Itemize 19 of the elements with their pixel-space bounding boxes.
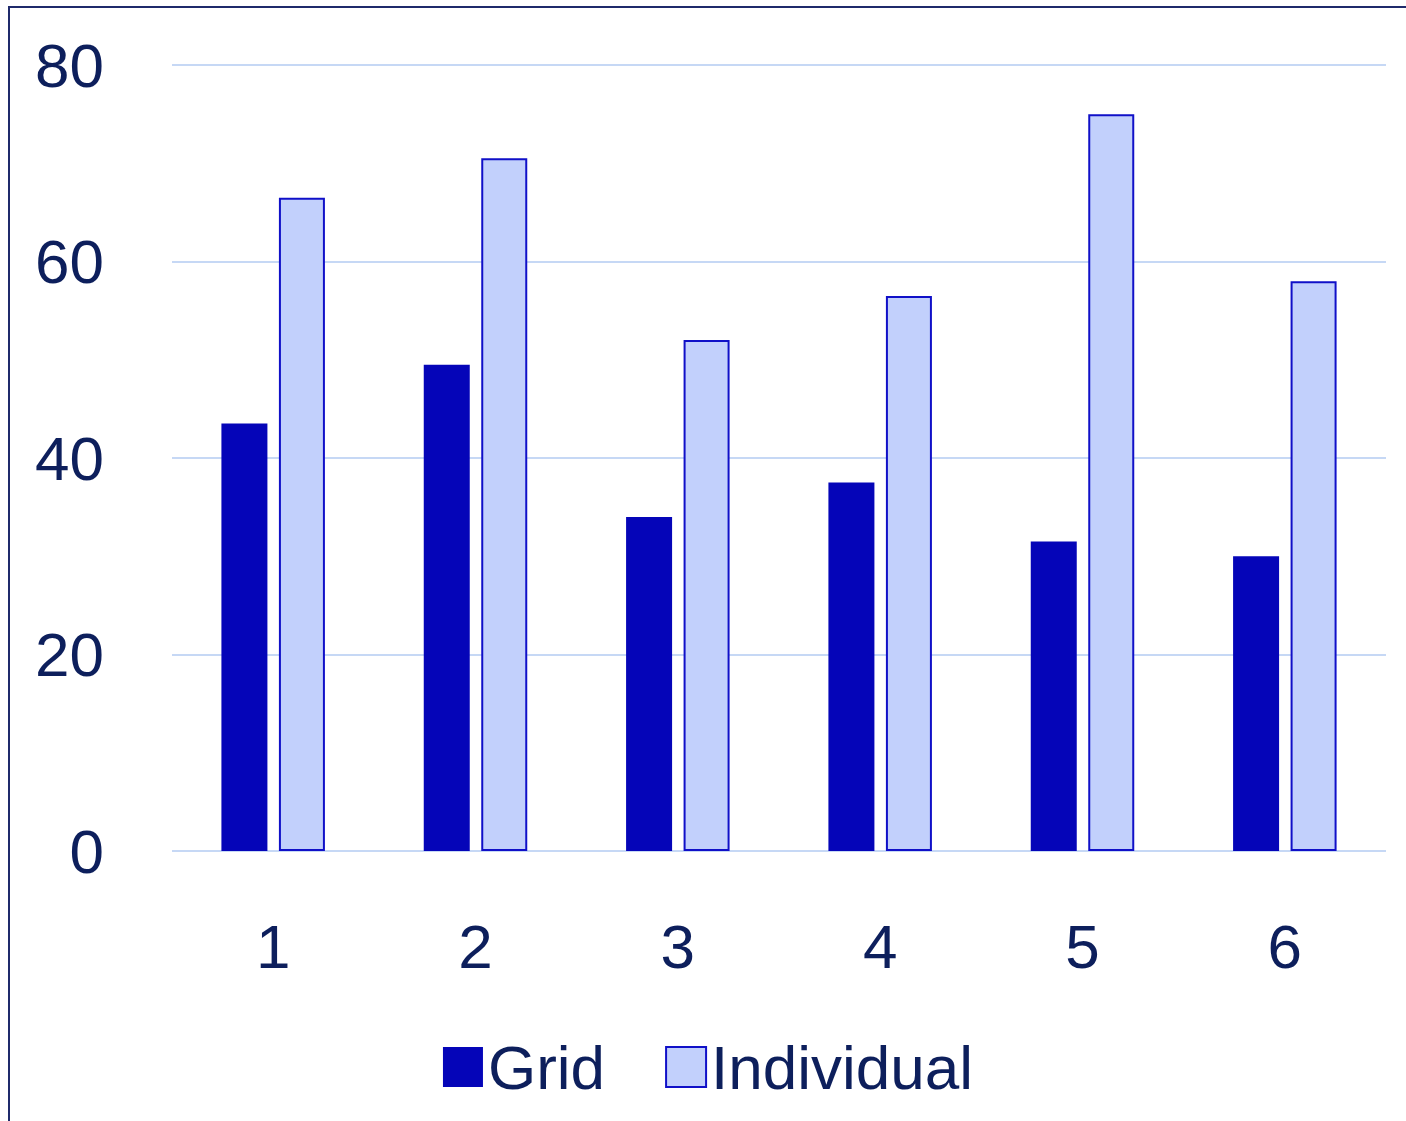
bar — [1030, 541, 1077, 851]
y-tick-label: 20 — [35, 620, 104, 689]
y-tick-label: 0 — [69, 816, 104, 886]
bar — [1233, 556, 1280, 851]
y-tick-label: 40 — [35, 423, 104, 493]
bar — [423, 364, 470, 851]
x-tick-label: 1 — [255, 911, 291, 981]
x-tick-label: 6 — [1267, 911, 1303, 981]
y-tick-label: 60 — [35, 227, 104, 296]
x-tick-label: 4 — [862, 911, 898, 981]
bar — [828, 482, 875, 851]
x-tick-label: 2 — [458, 911, 493, 981]
x-tick-label: 3 — [660, 911, 696, 981]
bar — [221, 423, 268, 851]
x-tick-label: 5 — [1065, 911, 1100, 981]
legend-label: Grid — [487, 1032, 606, 1102]
y-tick-label: 80 — [35, 30, 104, 100]
bar — [626, 516, 673, 851]
legend-label: Individual — [711, 1032, 974, 1102]
